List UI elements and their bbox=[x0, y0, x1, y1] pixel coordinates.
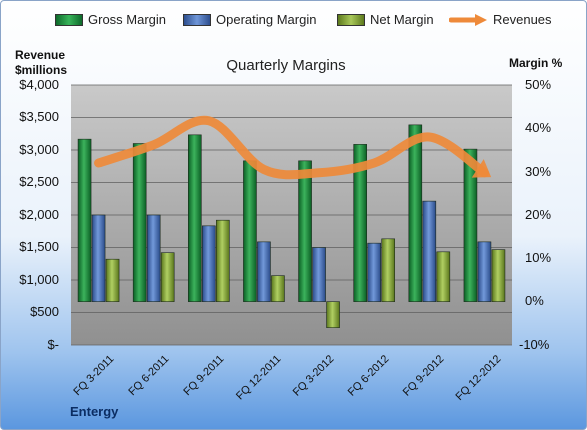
bars-group bbox=[77, 124, 506, 328]
y-left-tick: $3,000 bbox=[19, 142, 59, 157]
y-left-tick: $1,500 bbox=[19, 239, 59, 254]
bar-operating-margin bbox=[146, 214, 161, 302]
bar-net-margin bbox=[216, 219, 230, 302]
revenue-line bbox=[94, 115, 489, 180]
bar-gross-margin bbox=[243, 160, 257, 302]
legend-item-operating-margin: Operating Margin bbox=[183, 12, 316, 27]
bar-gross-margin bbox=[353, 144, 367, 302]
left-axis-title-line2: $millions bbox=[15, 63, 68, 77]
legend-label-operating: Operating Margin bbox=[216, 12, 317, 27]
legend-swatch-operating bbox=[183, 13, 211, 26]
y-right-tick: 10% bbox=[525, 250, 552, 265]
left-axis-title: Revenue $millions bbox=[15, 48, 67, 78]
legend-swatch-gross bbox=[55, 13, 83, 26]
bar-operating-margin bbox=[257, 241, 271, 302]
y-left-tick: $4,000 bbox=[19, 77, 59, 92]
bar-net-margin bbox=[491, 249, 506, 302]
bar-operating-margin bbox=[422, 200, 437, 302]
company-label: Entergy bbox=[70, 404, 119, 419]
legend-swatch-net bbox=[337, 13, 365, 26]
y-left-tick: $2,000 bbox=[19, 207, 59, 222]
bar-operating-margin bbox=[367, 242, 381, 302]
bar-operating-margin bbox=[202, 225, 216, 302]
y-left-tick: $1,000 bbox=[19, 272, 59, 287]
y-left-tick: $- bbox=[47, 337, 59, 352]
legend-label-revenues: Revenues bbox=[493, 12, 552, 27]
revenue-arrowhead bbox=[471, 159, 492, 178]
legend-label-gross: Gross Margin bbox=[88, 12, 167, 27]
legend-swatch-revenues bbox=[449, 13, 487, 26]
legend-label-net: Net Margin bbox=[370, 12, 434, 27]
revenue-series bbox=[94, 115, 492, 180]
bar-operating-margin bbox=[312, 247, 326, 302]
y-right-tick: -10% bbox=[519, 337, 550, 352]
legend-item-revenues: Revenues bbox=[449, 12, 552, 27]
y-right-tick: 40% bbox=[525, 120, 552, 135]
y-right-tick: 0% bbox=[525, 293, 544, 308]
y-right-tick: 20% bbox=[525, 207, 552, 222]
bar-gross-margin bbox=[188, 134, 202, 302]
bar-gross-margin bbox=[77, 138, 92, 302]
y-right-tick: 30% bbox=[525, 164, 552, 179]
bar-net-margin bbox=[326, 301, 340, 328]
y-left-tick: $3,500 bbox=[19, 109, 59, 124]
y-left-tick: $500 bbox=[30, 304, 59, 319]
right-axis-title: Margin % bbox=[509, 56, 563, 70]
bar-net-margin bbox=[160, 252, 175, 302]
bar-operating-margin bbox=[477, 241, 492, 302]
y-left-tick: $2,500 bbox=[19, 174, 59, 189]
bar-net-margin bbox=[271, 275, 285, 302]
bar-gross-margin bbox=[463, 148, 478, 302]
y-right-tick: 50% bbox=[525, 77, 552, 92]
bar-net-margin bbox=[381, 238, 395, 302]
bar-net-margin bbox=[105, 258, 120, 302]
bar-gross-margin bbox=[298, 160, 312, 302]
chart-title: Quarterly Margins bbox=[226, 57, 346, 74]
bar-operating-margin bbox=[91, 214, 106, 302]
bar-gross-margin bbox=[132, 143, 147, 302]
bar-net-margin bbox=[436, 251, 451, 302]
legend-item-gross-margin: Gross Margin bbox=[55, 12, 166, 27]
left-axis-title-line1: Revenue bbox=[15, 48, 66, 62]
legend-item-net-margin: Net Margin bbox=[337, 12, 434, 27]
bar-gross-margin bbox=[408, 124, 423, 302]
